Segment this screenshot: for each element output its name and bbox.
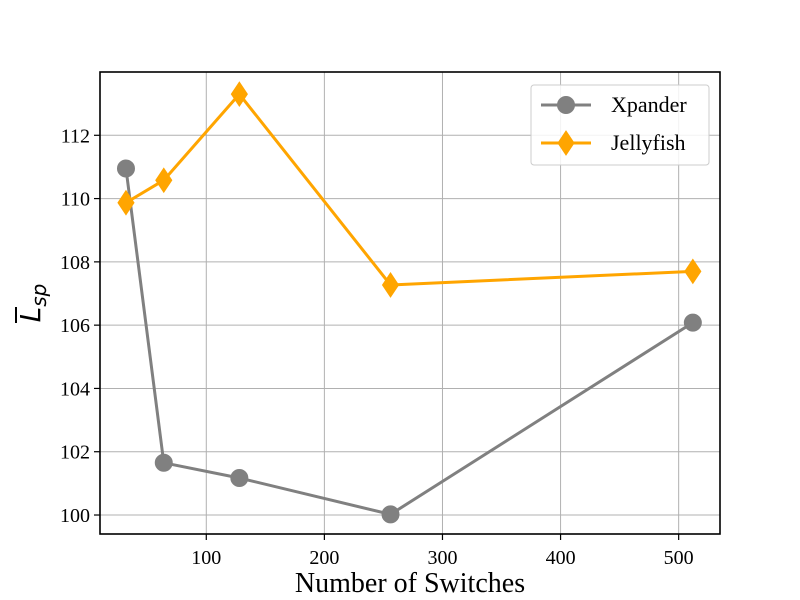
y-tick-label: 108 — [60, 252, 90, 274]
axis-ticks: 100 200 300 400 500 100 102 104 106 108 110 112 — [60, 125, 694, 569]
legend-marker-jellyfish — [557, 130, 575, 156]
y-axis-label-subscript: sp — [27, 284, 51, 307]
y-tick-label: 112 — [61, 125, 90, 147]
jellyfish-point — [230, 81, 248, 108]
legend: Xpander Jellyfish — [530, 84, 710, 166]
legend-marker-xpander — [557, 96, 575, 114]
plot-area — [99, 71, 721, 535]
xpander-point — [381, 505, 400, 524]
x-axis-label: Number of Switches — [295, 568, 525, 599]
legend-entry-xpander: Xpander — [541, 92, 687, 117]
legend-label-jellyfish: Jellyfish — [611, 130, 686, 155]
y-axis-label-main: L — [14, 307, 47, 323]
legend-entry-jellyfish: Jellyfish — [541, 130, 686, 156]
y-axis-label-text: Lsp — [14, 284, 51, 323]
x-tick-label: 400 — [546, 547, 576, 569]
series-jellyfish — [117, 81, 702, 298]
xpander-line — [124, 168, 694, 516]
xpander-point — [154, 453, 173, 472]
series-group — [116, 81, 702, 524]
x-tick-label: 300 — [427, 547, 457, 569]
jellyfish-point — [684, 258, 702, 285]
x-tick-label: 100 — [191, 547, 221, 569]
jellyfish-point — [155, 167, 173, 194]
x-tick-label: 200 — [309, 547, 339, 569]
y-tick-label: 100 — [60, 505, 90, 527]
legend-label-xpander: Xpander — [611, 92, 687, 117]
y-tick-label: 104 — [60, 378, 90, 400]
xpander-point — [116, 159, 135, 178]
x-tick-label: 500 — [664, 547, 694, 569]
series-xpander — [116, 159, 702, 524]
xpander-point — [230, 468, 249, 487]
y-tick-label: 110 — [61, 189, 90, 211]
y-tick-label: 106 — [60, 315, 90, 337]
jellyfish-point — [381, 272, 400, 298]
xpander-point — [683, 313, 702, 332]
y-axis-label: Lsp — [14, 284, 51, 323]
y-tick-label: 102 — [60, 442, 90, 464]
jellyfish-point — [117, 189, 135, 216]
